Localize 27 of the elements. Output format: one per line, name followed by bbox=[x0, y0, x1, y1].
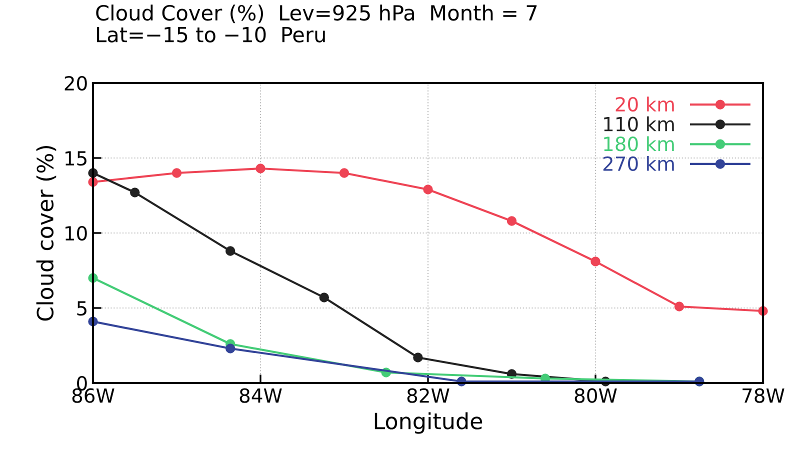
x-axis-title: Longitude bbox=[374, 412, 482, 434]
x-tick-label: 82W bbox=[407, 388, 450, 403]
legend-label: 180 km bbox=[604, 136, 674, 152]
point bbox=[256, 164, 266, 174]
chart-title: Cloud Cover (%) Lev=925 hPa Month = 7 Lat=−15 to −10 Peru bbox=[96, 4, 537, 42]
point bbox=[225, 246, 236, 256]
point bbox=[130, 188, 140, 198]
x-tick-label: 78W bbox=[742, 388, 784, 403]
point bbox=[590, 256, 600, 266]
point bbox=[423, 184, 433, 194]
legend-label: 20 km bbox=[616, 96, 674, 112]
legend-label: 110 km bbox=[604, 116, 674, 132]
point bbox=[339, 168, 350, 178]
point bbox=[172, 168, 182, 178]
x-tick-label: 80W bbox=[574, 388, 617, 403]
point bbox=[319, 292, 330, 302]
legend-label: 270 km bbox=[603, 156, 674, 172]
point bbox=[506, 216, 517, 226]
y-tick-label: 20 bbox=[64, 76, 87, 91]
point bbox=[225, 344, 236, 354]
y-tick-label: 15 bbox=[66, 151, 86, 166]
point bbox=[674, 302, 684, 312]
x-tick-label: 84W bbox=[240, 388, 282, 403]
y-tick-label: 10 bbox=[66, 226, 87, 241]
y-tick-label: 5 bbox=[77, 301, 86, 316]
y-axis-title: Cloud cover (%) bbox=[36, 146, 56, 321]
point bbox=[413, 352, 423, 362]
